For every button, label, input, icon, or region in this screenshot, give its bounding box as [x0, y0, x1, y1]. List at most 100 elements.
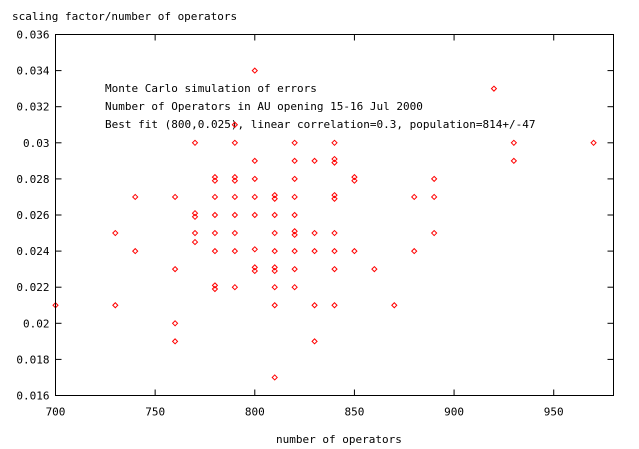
data-point: [351, 247, 358, 255]
data-point: [171, 338, 179, 345]
data-point: [331, 139, 338, 147]
data-points: [52, 67, 597, 381]
data-point: [271, 374, 278, 381]
data-point: [311, 247, 318, 255]
data-point: [271, 247, 278, 255]
data-point: [191, 139, 199, 147]
y-tick-label: 0.022: [16, 281, 49, 294]
plot-frame: [55, 34, 614, 396]
y-tick-label: 0.028: [16, 173, 49, 186]
data-point: [331, 159, 338, 166]
data-point: [331, 191, 338, 199]
data-point: [132, 247, 139, 255]
data-point: [271, 283, 278, 291]
data-point: [331, 155, 338, 163]
data-point: [251, 67, 258, 74]
data-point: [331, 302, 338, 309]
data-point: [291, 193, 298, 201]
data-point: [211, 177, 219, 184]
data-point: [231, 193, 239, 201]
data-point: [311, 229, 318, 237]
data-point: [171, 193, 179, 201]
data-point: [171, 320, 179, 327]
data-point: [251, 211, 258, 219]
data-point: [271, 229, 278, 237]
annotation-line-1: Monte Carlo simulation of errors: [105, 82, 317, 95]
x-tick-label: 700: [46, 406, 66, 419]
data-point: [291, 157, 298, 165]
data-point: [291, 247, 298, 255]
y-tick-label: 0.034: [16, 65, 49, 78]
annotation-line-3: Best fit (800,0.025), linear correlation…: [105, 118, 535, 131]
y-tick-label: 0.036: [16, 29, 49, 42]
data-point: [291, 175, 298, 183]
data-point: [251, 267, 258, 275]
data-point: [291, 231, 298, 239]
y-tick-label: 0.018: [16, 353, 49, 366]
data-point: [191, 238, 199, 246]
data-point: [171, 265, 179, 273]
data-point: [291, 228, 298, 235]
y-axis-label: scaling factor/number of operators: [12, 10, 237, 23]
data-point: [271, 211, 278, 219]
data-point: [251, 157, 258, 165]
data-point: [351, 177, 358, 184]
data-point: [331, 195, 338, 202]
data-point: [191, 229, 199, 237]
y-tick-label: 0.03: [23, 137, 50, 150]
data-point: [231, 139, 239, 147]
y-tick-labels: 0.016 0.018 0.02 0.022 0.024 0.026 0.028 0.03 0.…: [16, 29, 49, 403]
y-tick-label: 0.016: [16, 390, 49, 403]
data-point: [510, 139, 518, 147]
data-point: [211, 193, 219, 201]
data-point: [391, 302, 398, 309]
data-point: [211, 229, 219, 237]
data-point: [271, 191, 278, 199]
data-point: [251, 175, 258, 183]
data-point: [411, 193, 418, 201]
data-point: [231, 177, 239, 184]
data-point: [430, 175, 438, 183]
data-point: [231, 121, 239, 128]
data-point: [430, 193, 438, 201]
data-point: [371, 265, 378, 273]
x-tick-label: 950: [544, 406, 564, 419]
data-point: [331, 265, 338, 273]
data-point: [590, 139, 597, 147]
x-axis-label: number of operators: [276, 433, 402, 446]
data-point: [231, 229, 239, 237]
data-point: [271, 195, 278, 202]
data-point: [311, 302, 318, 309]
y-tick-label: 0.024: [16, 245, 49, 258]
data-point: [112, 229, 119, 237]
data-point: [211, 282, 219, 289]
data-point: [411, 247, 418, 255]
data-point: [271, 267, 278, 275]
data-point: [331, 229, 338, 237]
y-tick-label: 0.032: [16, 101, 49, 114]
data-point: [490, 85, 498, 92]
data-point: [191, 213, 199, 221]
data-point: [351, 173, 358, 181]
data-point: [331, 247, 338, 255]
x-tick-label: 800: [245, 406, 265, 419]
data-point: [271, 264, 278, 271]
data-point: [291, 265, 298, 273]
data-point: [112, 302, 119, 309]
x-tick-label: 850: [344, 406, 364, 419]
data-point: [211, 285, 219, 293]
data-point: [231, 211, 239, 219]
annotation-line-2: Number of Operators in AU opening 15-16 …: [105, 100, 423, 113]
data-point: [191, 209, 199, 217]
data-point: [510, 157, 518, 165]
data-point: [291, 283, 298, 291]
data-point: [311, 157, 318, 165]
data-point: [132, 193, 139, 201]
data-point: [291, 139, 298, 147]
data-point: [211, 173, 219, 181]
data-point: [251, 193, 258, 201]
data-point: [231, 247, 239, 255]
data-point: [211, 211, 219, 219]
